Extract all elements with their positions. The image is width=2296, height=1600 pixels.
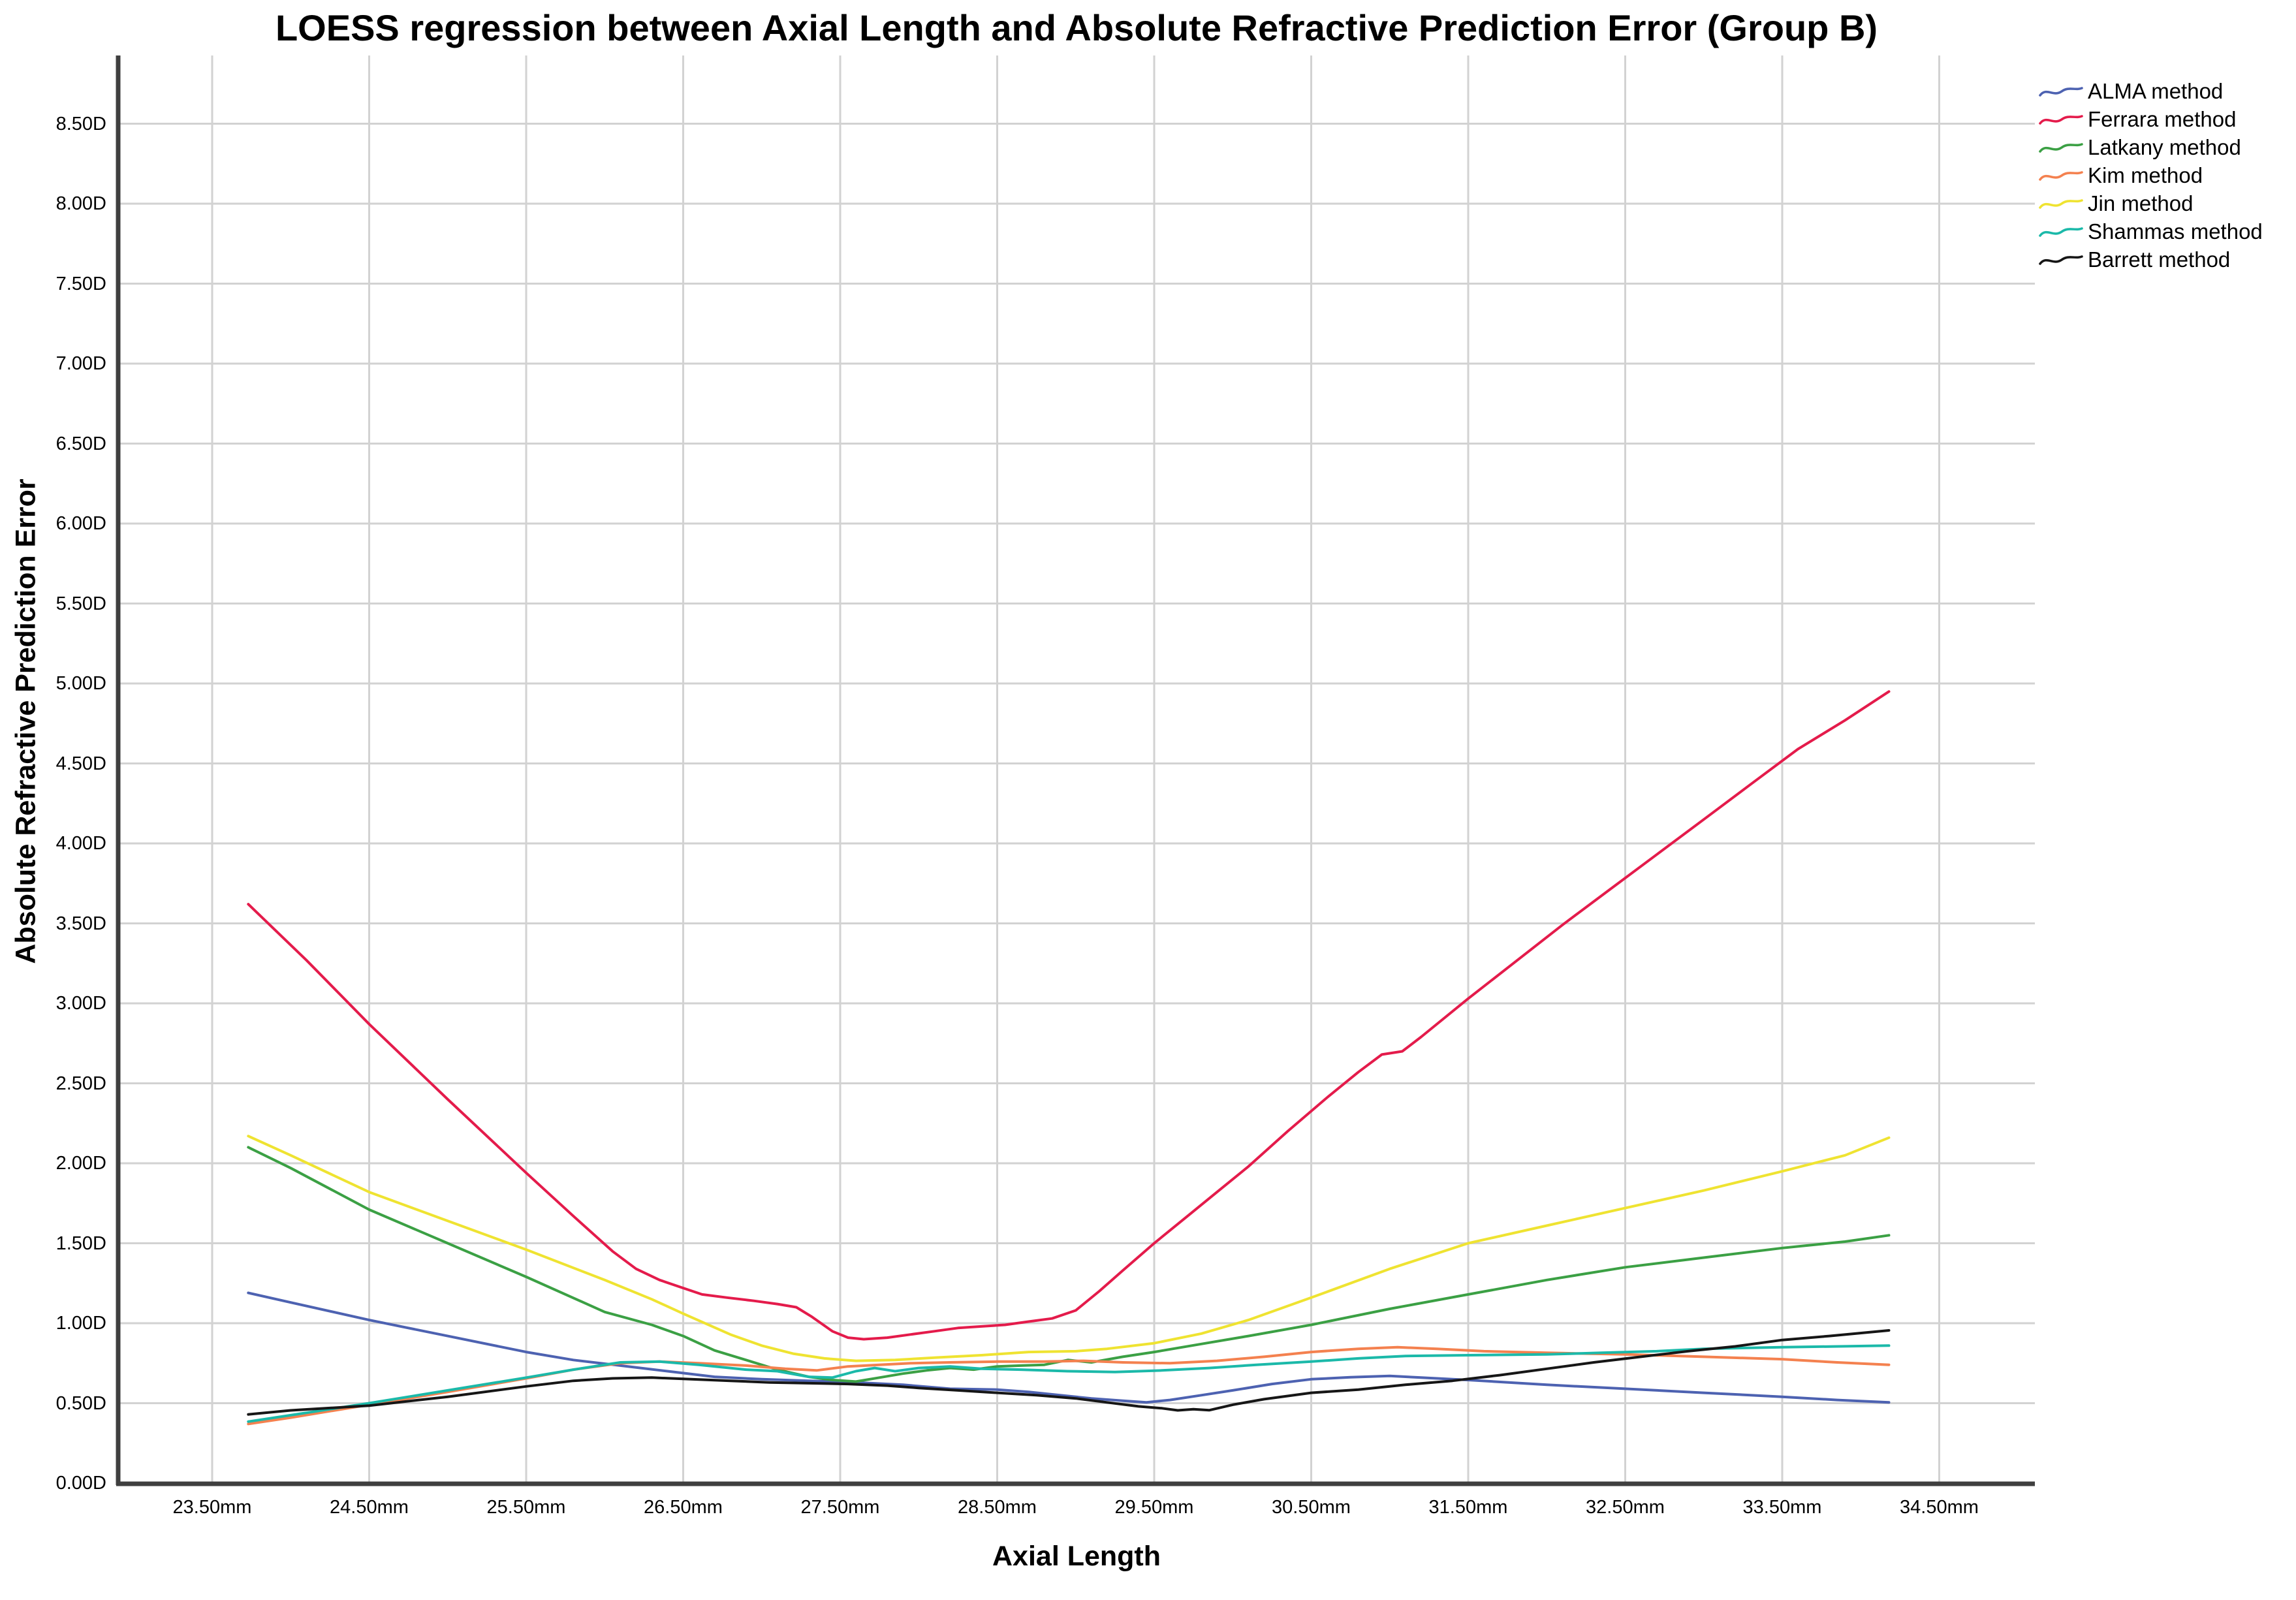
x-tick-label: 34.50mm [1900, 1497, 1979, 1518]
x-tick-label: 31.50mm [1428, 1497, 1508, 1518]
y-tick-label: 6.50D [55, 433, 106, 454]
x-axis-title: Axial Length [992, 1541, 1161, 1572]
y-tick-label: 7.00D [55, 353, 106, 374]
x-tick-label: 30.50mm [1272, 1497, 1351, 1518]
legend-label: Ferrara method [2088, 106, 2237, 131]
legend-line-icon-path [2039, 86, 2083, 97]
y-tick-label: 4.00D [55, 833, 106, 854]
x-tick-label: 24.50mm [330, 1497, 409, 1518]
legend-line-icon [2039, 198, 2083, 209]
y-tick-label: 0.50D [55, 1392, 106, 1414]
y-tick-label: 0.00D [55, 1473, 106, 1494]
legend-label: Shammas method [2088, 219, 2263, 243]
series-line-ferrara-method [247, 690, 1891, 1341]
y-tick-label: 8.00D [55, 193, 106, 214]
legend-label: Jin method [2088, 191, 2194, 215]
legend-line-icon [2039, 114, 2083, 125]
y-axis-title: Absolute Refractive Prediction Error [10, 478, 42, 964]
legend-line-icon-path [2039, 170, 2083, 181]
legend-line-icon-path [2039, 227, 2083, 237]
y-tick-label: 2.00D [55, 1153, 106, 1174]
x-tick-label: 26.50mm [644, 1497, 723, 1518]
legend-item: Barrett method [2038, 245, 2263, 274]
y-tick-label: 5.00D [55, 673, 106, 694]
y-tick-label: 7.50D [55, 273, 106, 294]
series-line-alma-method [247, 1291, 1891, 1404]
vertical-gridlines [211, 55, 1940, 1483]
legend-line-icon-path [2039, 198, 2083, 209]
legend-line-icon-path [2039, 114, 2083, 125]
legend-item: Jin method [2038, 189, 2263, 217]
legend-line-icon [2039, 255, 2083, 265]
y-tick-label: 1.50D [55, 1232, 106, 1254]
legend-line-icon-path [2039, 142, 2083, 153]
axes [116, 55, 2035, 1486]
x-tick-label: 23.50mm [172, 1497, 252, 1518]
horizontal-gridlines [118, 123, 2035, 1404]
y-tick-label: 8.50D [55, 113, 106, 134]
legend-line-icon [2039, 86, 2083, 97]
legend-label: Latkany method [2088, 134, 2241, 159]
series-line-shammas-method [247, 1344, 1891, 1423]
series-lines [247, 690, 1891, 1426]
y-tick-label: 4.50D [55, 753, 106, 774]
legend-item: Shammas method [2038, 217, 2263, 245]
legend-item: Ferrara method [2038, 105, 2263, 133]
legend-item: Latkany method [2038, 133, 2263, 161]
legend-line-icon [2039, 142, 2083, 153]
y-tick-label: 3.50D [55, 913, 106, 934]
x-tick-label: 33.50mm [1742, 1497, 1822, 1518]
legend-line-icon-path [2039, 255, 2083, 265]
legend: ALMA method Ferrara method Latkany method K… [2038, 77, 2263, 274]
y-tick-label: 1.00D [55, 1313, 106, 1334]
series-line-latkany-method [247, 1146, 1891, 1383]
x-tick-label: 28.50mm [958, 1497, 1037, 1518]
legend-label: Barrett method [2088, 247, 2231, 272]
series-line-barrett-method [247, 1329, 1891, 1416]
series-line-jin-method [247, 1135, 1891, 1362]
y-tick-label: 6.00D [55, 513, 106, 534]
y-tick-label: 3.00D [55, 993, 106, 1014]
x-tick-label: 29.50mm [1114, 1497, 1194, 1518]
legend-item: ALMA method [2038, 77, 2263, 105]
x-tick-label: 27.50mm [800, 1497, 880, 1518]
legend-line-icon [2039, 227, 2083, 237]
x-tick-label: 32.50mm [1586, 1497, 1665, 1518]
chart-title: LOESS regression between Axial Length an… [275, 7, 1878, 48]
legend-line-icon [2039, 170, 2083, 181]
legend-label: Kim method [2088, 163, 2203, 187]
legend-label: ALMA method [2088, 78, 2224, 103]
y-tick-label: 5.50D [55, 593, 106, 614]
legend-item: Kim method [2038, 161, 2263, 189]
x-tick-label: 25.50mm [486, 1497, 566, 1518]
y-tick-label: 2.50D [55, 1073, 106, 1094]
